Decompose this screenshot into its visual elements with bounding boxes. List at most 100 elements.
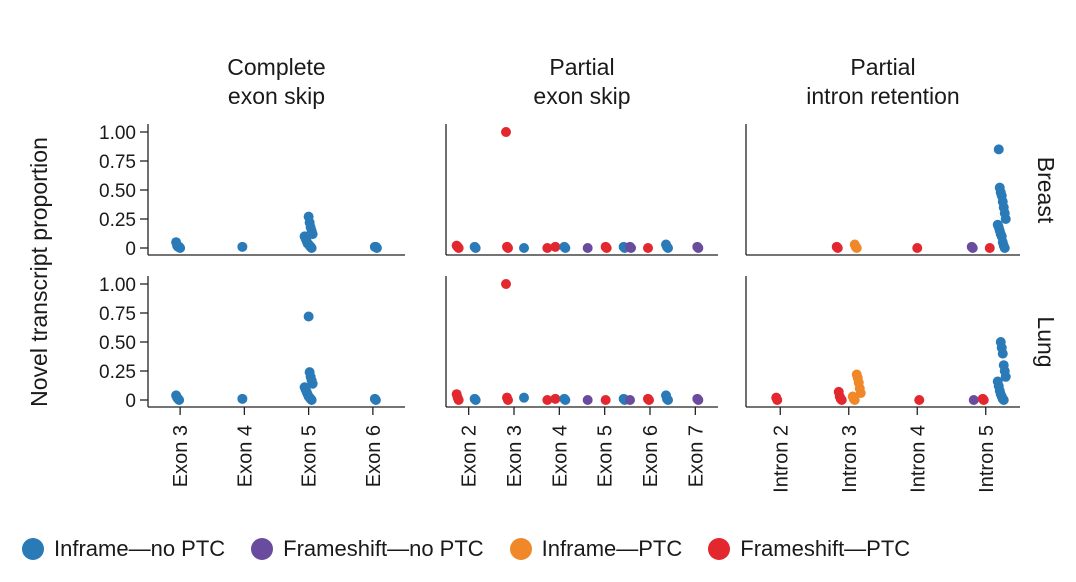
data-point-frameshift-ptc [550, 393, 561, 404]
data-point-inframe-no-ptc [998, 395, 1009, 405]
x-tick-label: Exon 4 [549, 425, 571, 487]
data-point-inframe-no-ptc [306, 395, 317, 405]
data-point-inframe-no-ptc [175, 243, 186, 253]
data-point-frameshift-no-ptc [968, 395, 979, 405]
legend: Inframe—no PTC Frameshift—no PTC Inframe—P… [22, 536, 910, 562]
data-point-frameshift-ptc [643, 243, 653, 253]
data-point-inframe-no-ptc [993, 144, 1004, 155]
y-tick-label: 0.50 [99, 181, 136, 202]
data-point-inframe-no-ptc [237, 393, 248, 404]
data-point-frameshift-ptc [542, 395, 553, 405]
data-point-inframe-no-ptc [997, 348, 1008, 359]
legend-item: Inframe—no PTC [22, 536, 225, 562]
data-point-frameshift-ptc [453, 243, 464, 253]
data-point-inframe-no-ptc [999, 243, 1010, 253]
data-point-inframe-no-ptc [306, 243, 317, 253]
data-point-inframe-no-ptc [174, 395, 185, 405]
y-tick-label: 0.25 [99, 210, 136, 231]
data-point-inframe-ptc [851, 243, 862, 253]
legend-item: Frameshift—no PTC [251, 536, 484, 562]
data-point-inframe-no-ptc [303, 311, 314, 322]
y-tick-label: 0.25 [99, 362, 136, 383]
data-point-inframe-no-ptc [560, 395, 571, 405]
row-label-breast: Breast [1033, 157, 1059, 224]
data-point-frameshift-ptc [912, 243, 923, 253]
x-tick-label: Exon 5 [299, 425, 321, 487]
column-title-0-line-0: Complete [227, 54, 325, 80]
legend-label: Inframe—PTC [541, 536, 683, 561]
data-point-inframe-no-ptc [519, 392, 529, 403]
x-tick-label: Exon 4 [234, 425, 256, 487]
legend-dot-icon [22, 538, 44, 560]
legend-dot-icon [509, 538, 532, 560]
data-point-frameshift-ptc [501, 279, 511, 289]
data-point-frameshift-ptc [836, 395, 847, 405]
data-point-inframe-no-ptc [470, 243, 481, 253]
data-point-inframe-no-ptc [470, 395, 481, 405]
y-tick-label: 0.75 [99, 152, 136, 173]
column-title-0-line-1: exon skip [228, 83, 325, 109]
legend-item: Frameshift—PTC [708, 536, 910, 562]
data-point-frameshift-ptc [644, 395, 654, 405]
legend-dot-icon [708, 538, 731, 560]
x-tick-label: Intron 5 [976, 425, 998, 493]
faceted-scatter-chart: Complete exon skip Partial exon skip Partial… [26, 54, 1059, 493]
y-axis-label: Novel transcript proportion [26, 137, 52, 407]
data-point-frameshift-ptc [601, 243, 612, 253]
data-point-frameshift-no-ptc [625, 395, 635, 405]
data-point-frameshift-ptc [503, 395, 513, 405]
x-tick-label: Exon 5 [595, 425, 617, 487]
legend-item: Inframe—PTC [509, 536, 683, 562]
data-point-frameshift-no-ptc [582, 395, 593, 405]
row-label-lung: Lung [1033, 316, 1059, 367]
x-tick-label: Exon 7 [685, 425, 707, 487]
data-point-frameshift-ptc [914, 395, 925, 405]
data-point-frameshift-ptc [550, 241, 561, 252]
x-tick-label: Exon 3 [504, 425, 526, 487]
y-tick-label: 1.00 [99, 275, 136, 296]
data-point-inframe-no-ptc [237, 241, 248, 252]
y-tick-label: 0 [125, 239, 136, 260]
data-point-inframe-ptc [855, 388, 866, 399]
x-tick-label: Intron 2 [770, 425, 792, 493]
data-point-inframe-no-ptc [519, 243, 529, 253]
data-point-frameshift-ptc [984, 243, 995, 253]
y-tick-label: 0 [125, 391, 136, 412]
data-point-frameshift-no-ptc [582, 243, 593, 253]
data-point-inframe-no-ptc [560, 243, 571, 253]
x-tick-label: Exon 6 [640, 425, 662, 487]
x-tick-label: Intron 4 [907, 425, 929, 493]
legend-label: Frameshift—no PTC [283, 536, 484, 561]
legend-label: Frameshift—PTC [740, 536, 911, 561]
data-point-frameshift-ptc [978, 395, 989, 405]
data-point-inframe-no-ptc [1000, 371, 1011, 382]
data-point-frameshift-no-ptc [693, 395, 704, 405]
legend-dot-icon [251, 538, 274, 560]
x-tick-label: Exon 3 [170, 425, 192, 487]
data-point-frameshift-no-ptc [626, 243, 636, 253]
data-point-frameshift-ptc [832, 243, 843, 253]
y-tick-label: 0.75 [99, 304, 136, 325]
data-point-frameshift-ptc [503, 243, 513, 253]
data-point-frameshift-no-ptc [967, 243, 978, 253]
data-point-inframe-no-ptc [1000, 214, 1011, 224]
y-tick-label: 0.50 [99, 333, 136, 354]
y-tick-label: 1.00 [99, 123, 136, 144]
data-point-frameshift-ptc [772, 395, 783, 405]
data-point-inframe-no-ptc [307, 378, 318, 389]
column-title-2-line-0: Partial [850, 54, 915, 80]
column-title-1-line-0: Partial [549, 54, 614, 80]
column-title-1-line-1: exon skip [533, 83, 630, 109]
x-tick-label: Exon 6 [363, 425, 385, 487]
data-point-inframe-ptc [849, 395, 860, 405]
data-point-inframe-no-ptc [370, 395, 381, 405]
data-point-inframe-no-ptc [371, 243, 382, 253]
legend-label: Inframe—no PTC [54, 536, 226, 561]
data-point-frameshift-ptc [501, 127, 511, 137]
data-point-frameshift-ptc [600, 395, 611, 405]
data-point-inframe-no-ptc [663, 243, 673, 253]
data-point-inframe-no-ptc [663, 395, 673, 405]
data-point-frameshift-no-ptc [693, 243, 704, 253]
data-point-frameshift-ptc [453, 395, 464, 405]
column-title-2-line-1: intron retention [806, 83, 959, 109]
